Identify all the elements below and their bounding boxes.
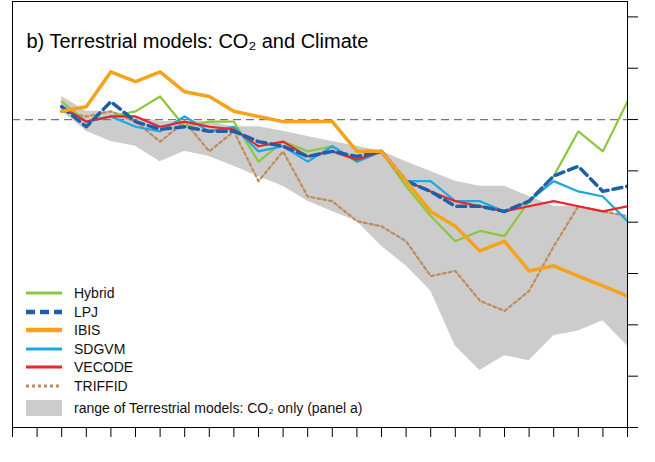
html-text:LPJ: LPJ [74,303,99,320]
html-text:SDGVM: SDGVM [74,340,126,357]
html-text:range of Terrestrial models: C: range of Terrestrial models: CO₂ only (p… [74,400,363,417]
html-text:Hybrid: Hybrid [74,285,115,302]
html-text:IBIS: IBIS [74,322,101,339]
html-text:TRIFFID: TRIFFID [74,377,128,394]
svg-text:b) Terrestrial models: CO₂ and: b) Terrestrial models: CO₂ and Climate [27,30,369,52]
html-text:VECODE: VECODE [74,359,134,376]
